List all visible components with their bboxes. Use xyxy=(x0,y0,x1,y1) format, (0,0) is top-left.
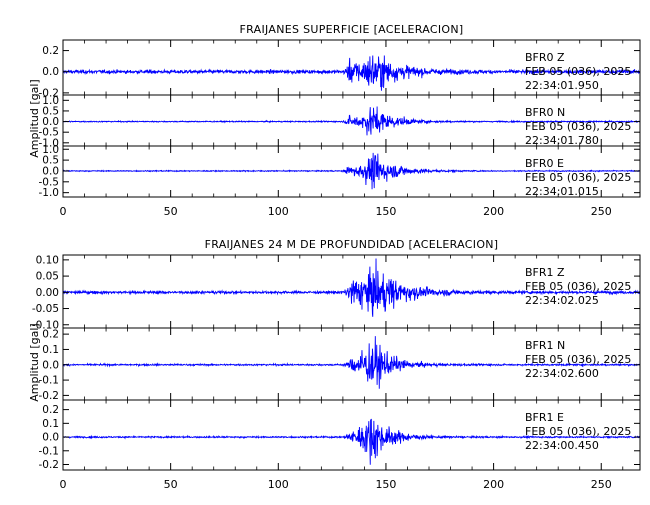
panel-frame xyxy=(62,145,641,198)
chart-block-1: FRAIJANES SUPERFICIE [ACELERACION] Amplit… xyxy=(28,23,641,218)
x-tick-label: 50 xyxy=(164,478,178,491)
waveform-trace xyxy=(62,258,641,317)
y-tick-label: 0.10 xyxy=(36,254,59,266)
x-tick-label: 200 xyxy=(483,478,504,491)
station-component-label: BFR1 E xyxy=(525,411,564,424)
y-tick-label: -0.05 xyxy=(32,303,59,315)
y-tick-label: 0.2 xyxy=(42,404,59,416)
x-tick-label: 250 xyxy=(591,478,612,491)
x-tick-label: 150 xyxy=(375,478,396,491)
y-tick-label: -0.5 xyxy=(39,127,60,139)
time-label: 22:34:01.950 xyxy=(525,79,599,92)
x-tick-label: 50 xyxy=(164,205,178,218)
y-tick-label: 0.0 xyxy=(42,66,59,78)
y-tick-label: 0.5 xyxy=(42,155,59,167)
x-tick-label: 0 xyxy=(60,478,67,491)
y-tick-label: 0.0 xyxy=(42,359,59,371)
x-tick-label: 200 xyxy=(483,205,504,218)
date-label: FEB 05 (036), 2025 xyxy=(525,280,631,293)
time-label: 22:34:02.025 xyxy=(525,294,599,307)
y-tick-label: -0.10 xyxy=(32,319,59,331)
chart-title: FRAIJANES SUPERFICIE [ACELERACION] xyxy=(240,23,464,36)
y-tick-label: 1.0 xyxy=(42,95,59,107)
station-component-label: BFR0 N xyxy=(525,106,565,119)
chart-title: FRAIJANES 24 M DE PROFUNDIDAD [ACELERACI… xyxy=(205,238,499,251)
y-tick-label: 1.0 xyxy=(42,144,59,156)
waveform-trace xyxy=(62,106,641,136)
y-tick-label: 0.2 xyxy=(42,45,59,57)
y-tick-label: 0.00 xyxy=(36,287,59,299)
y-tick-label: -0.2 xyxy=(39,459,60,471)
waveform-trace xyxy=(62,152,641,190)
y-tick-label: 0.0 xyxy=(42,165,59,177)
panel-frame xyxy=(62,399,641,471)
date-label: FEB 05 (036), 2025 xyxy=(525,65,631,78)
y-tick-label: 0.0 xyxy=(42,432,59,444)
x-tick-label: 100 xyxy=(268,205,289,218)
y-tick-label: -1.0 xyxy=(39,137,60,149)
time-label: 22:34:02.600 xyxy=(525,367,599,380)
waveform-trace xyxy=(62,336,641,389)
x-tick-label: 0 xyxy=(60,205,67,218)
time-label: 22:34:00.450 xyxy=(525,439,599,452)
chart-block-2: FRAIJANES 24 M DE PROFUNDIDAD [ACELERACI… xyxy=(28,238,641,491)
date-label: FEB 05 (036), 2025 xyxy=(525,353,631,366)
station-component-label: BFR1 N xyxy=(525,339,565,352)
x-tick-label: 150 xyxy=(375,205,396,218)
time-label: 22:34:01.015 xyxy=(525,185,599,198)
station-component-label: BFR0 E xyxy=(525,157,564,170)
y-tick-label: 0.1 xyxy=(42,344,59,356)
y-tick-label: 0.2 xyxy=(42,329,59,341)
date-label: FEB 05 (036), 2025 xyxy=(525,425,631,438)
y-tick-label: -0.2 xyxy=(39,87,60,99)
station-component-label: BFR1 Z xyxy=(525,266,565,279)
y-axis-label: Amplitud [gal] xyxy=(28,79,41,157)
waveform-trace xyxy=(62,55,641,91)
y-tick-label: 0.0 xyxy=(42,116,59,128)
y-tick-label: 0.5 xyxy=(42,105,59,117)
y-tick-label: -0.2 xyxy=(39,390,60,402)
x-tick-label: 100 xyxy=(268,478,289,491)
x-tick-label: 250 xyxy=(591,205,612,218)
y-tick-label: -0.1 xyxy=(39,375,60,387)
station-component-label: BFR0 Z xyxy=(525,51,565,64)
y-tick-label: -0.1 xyxy=(39,445,60,457)
y-tick-label: -1.0 xyxy=(39,187,60,199)
date-label: FEB 05 (036), 2025 xyxy=(525,120,631,133)
y-tick-label: -0.5 xyxy=(39,176,60,188)
time-label: 22:34:01.780 xyxy=(525,134,599,147)
date-label: FEB 05 (036), 2025 xyxy=(525,171,631,184)
y-axis-label: Amplitud [gal] xyxy=(28,323,41,401)
waveform-trace xyxy=(62,418,641,465)
y-tick-label: 0.1 xyxy=(42,418,59,430)
y-tick-label: 0.05 xyxy=(36,271,59,283)
